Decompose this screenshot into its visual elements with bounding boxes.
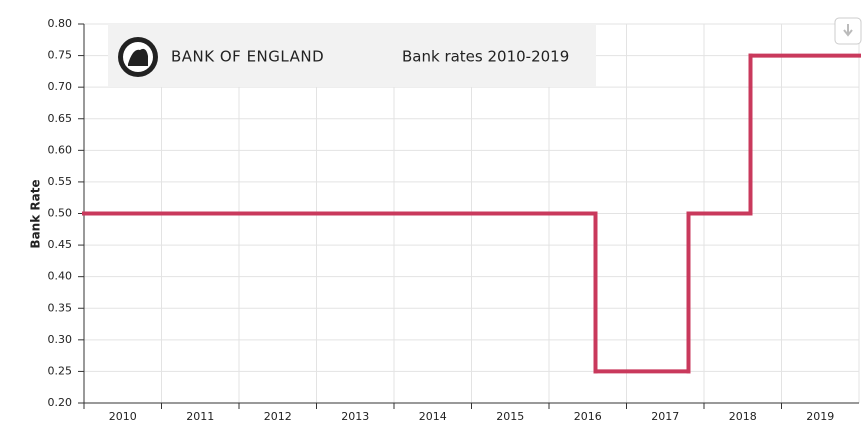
banner: [108, 24, 596, 87]
y-tick-label: 0.45: [48, 238, 73, 251]
y-tick-label: 0.30: [48, 333, 73, 346]
x-tick-label: 2013: [341, 410, 369, 423]
y-tick-label: 0.65: [48, 112, 73, 125]
y-tick-label: 0.55: [48, 175, 73, 188]
download-icon: [843, 24, 853, 37]
x-tick-label: 2015: [496, 410, 524, 423]
y-tick-label: 0.80: [48, 17, 73, 30]
brand: BANK OF ENGLAND: [171, 48, 324, 66]
x-tick-label: 2019: [806, 410, 834, 423]
y-tick-label: 0.60: [48, 143, 73, 156]
y-tick-label: 0.50: [48, 207, 73, 220]
x-tick-label: 2012: [264, 410, 292, 423]
x-tick-label: 2011: [186, 410, 214, 423]
x-tick-label: 2017: [651, 410, 679, 423]
x-tick-label: 2016: [574, 410, 602, 423]
y-tick-label: 0.20: [48, 396, 73, 409]
x-tick-label: 2014: [419, 410, 447, 423]
logo-figure: [128, 48, 148, 66]
x-tick-label: 2010: [109, 410, 137, 423]
y-tick-label: 0.25: [48, 364, 73, 377]
y-tick-label: 0.75: [48, 49, 73, 62]
chart-title: Bank rates 2010-2019: [402, 48, 569, 66]
x-tick-label: 2018: [729, 410, 757, 423]
y-tick-label: 0.70: [48, 80, 73, 93]
y-tick-label: 0.40: [48, 270, 73, 283]
y-tick-label: 0.35: [48, 301, 73, 314]
y-axis-label: Bank Rate: [29, 179, 43, 248]
